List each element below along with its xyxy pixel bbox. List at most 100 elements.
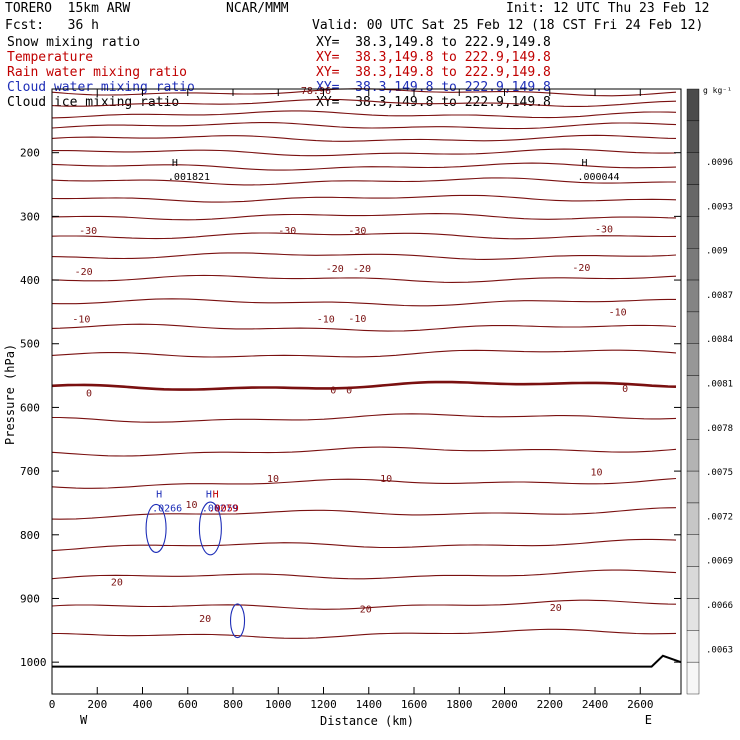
- colorbar-segment: [686, 184, 700, 217]
- temperature-contour: [51, 88, 677, 97]
- field-xy: XY= 38.3,149.8 to 222.9,149.8: [316, 50, 551, 65]
- x-tick-label: 1400: [356, 698, 383, 711]
- y-tick-label: 600: [20, 401, 40, 414]
- temperature-contour: [51, 538, 677, 552]
- x-tick-label: 800: [223, 698, 243, 711]
- field-name: Temperature: [7, 50, 94, 65]
- contour-label: -30: [79, 226, 97, 237]
- temperature-contour: [51, 599, 677, 610]
- temperature-contour: [51, 194, 677, 203]
- x-end-label-east: E: [645, 713, 652, 727]
- valid-label: Valid: 00 UTC Sat 25 Feb 12 (18 CST Fri …: [312, 18, 704, 33]
- contour-label: 0: [86, 389, 92, 400]
- y-tick-label: 800: [20, 529, 40, 542]
- colorbar-unit: g kg⁻¹: [703, 86, 732, 95]
- temperature-contour: [51, 477, 677, 489]
- x-end-label-west: W: [80, 713, 88, 727]
- extremum-value: .0059: [209, 503, 239, 514]
- colorbar-segment: [686, 375, 700, 408]
- center-label: NCAR/MMM: [226, 1, 289, 16]
- extremum-marker: H: [172, 158, 178, 169]
- contour-label: -30: [278, 226, 296, 237]
- colorbar-label: .0069: [706, 557, 733, 567]
- contour-label: -30: [595, 224, 613, 235]
- extremum-value: .0266: [152, 503, 182, 514]
- contour-label: -10: [609, 308, 627, 319]
- contour-label: -10: [317, 315, 335, 326]
- forecast-label: Fcst: 36 h: [5, 18, 99, 33]
- field-name: Cloud water mixing ratio: [7, 80, 195, 95]
- contour-label: 0: [346, 385, 352, 396]
- cloud-water-contour: [229, 603, 246, 639]
- temperature-contour: [51, 446, 677, 457]
- x-tick-label: 2200: [537, 698, 564, 711]
- colorbar-label: .0087: [706, 291, 733, 301]
- field-xy: XY= 38.3,149.8 to 222.9,149.8: [316, 65, 551, 80]
- contour-label: -10: [348, 314, 366, 325]
- colorbar-segment: [686, 407, 700, 440]
- temperature-contour: [51, 232, 677, 240]
- y-tick-label: 200: [20, 147, 40, 160]
- y-tick-label: 900: [20, 592, 40, 605]
- temperature-contour: [51, 162, 677, 171]
- temperature-contour: [51, 110, 677, 119]
- temperature-contour: [51, 274, 677, 283]
- terrain-line: [52, 654, 682, 668]
- field-name: Rain water mixing ratio: [7, 65, 188, 80]
- colorbar-segment: [686, 216, 700, 249]
- x-tick-label: 200: [87, 698, 107, 711]
- extremum-value: .00279: [202, 503, 238, 514]
- field-name: Snow mixing ratio: [7, 35, 141, 50]
- contour-label: -10: [72, 315, 90, 326]
- temperature-contour: [51, 569, 677, 580]
- x-tick-label: 1200: [310, 698, 337, 711]
- model-label: TORERO 15km ARW: [5, 1, 131, 16]
- temperature-contour: [52, 413, 677, 423]
- colorbar-segment: [686, 439, 700, 472]
- x-tick-label: 2400: [582, 698, 609, 711]
- temperature-contour: [51, 177, 676, 186]
- colorbar-label: .0075: [706, 468, 733, 478]
- temperature-contour: [51, 507, 677, 520]
- y-tick-label: 400: [20, 274, 40, 287]
- temperature-contour: [51, 148, 677, 157]
- temperature-contour: [51, 98, 677, 107]
- y-axis-title: Pressure (hPa): [3, 344, 17, 445]
- x-tick-label: 2600: [627, 698, 654, 711]
- colorbar-label: .009: [706, 247, 728, 257]
- temperature-contour: [51, 122, 677, 130]
- x-tick-label: 600: [178, 698, 198, 711]
- x-tick-label: 400: [133, 698, 153, 711]
- contour-label: -20: [572, 263, 590, 274]
- y-tick-label: 1000: [20, 656, 47, 669]
- max-value-label: 78.96: [301, 86, 331, 97]
- extremum-marker: H: [206, 489, 212, 500]
- contour-label: 20: [360, 604, 372, 615]
- colorbar-label: .0093: [706, 202, 733, 212]
- colorbar-segment: [686, 630, 700, 663]
- contour-label: 0: [330, 385, 336, 396]
- contour-label: 10: [380, 474, 392, 485]
- colorbar-label: .0096: [706, 158, 733, 168]
- contour-label: 10: [590, 468, 602, 479]
- contour-label: -20: [353, 264, 371, 275]
- y-tick-label: 700: [20, 465, 40, 478]
- colorbar-label: .0066: [706, 601, 733, 611]
- contour-label: -20: [326, 264, 344, 275]
- extremum-marker: H: [156, 489, 162, 500]
- colorbar-segment: [686, 661, 700, 695]
- colorbar-segment: [686, 343, 700, 376]
- colorbar-label: .0063: [706, 645, 733, 655]
- contour-label: 20: [550, 603, 562, 614]
- colorbar-segment: [686, 566, 700, 599]
- field-xy: XY= 38.3,149.8 to 222.9,149.8: [316, 35, 551, 50]
- x-tick-label: 2000: [491, 698, 518, 711]
- x-axis-title: Distance (km): [320, 714, 414, 728]
- temperature-contour: [51, 252, 677, 260]
- x-tick-label: 1800: [446, 698, 473, 711]
- cloud-water-contour: [145, 503, 167, 553]
- colorbar-label: .0078: [706, 424, 733, 434]
- colorbar-label: .0081: [706, 380, 733, 390]
- contour-label: 10: [185, 500, 197, 511]
- contour-label: -20: [75, 267, 93, 278]
